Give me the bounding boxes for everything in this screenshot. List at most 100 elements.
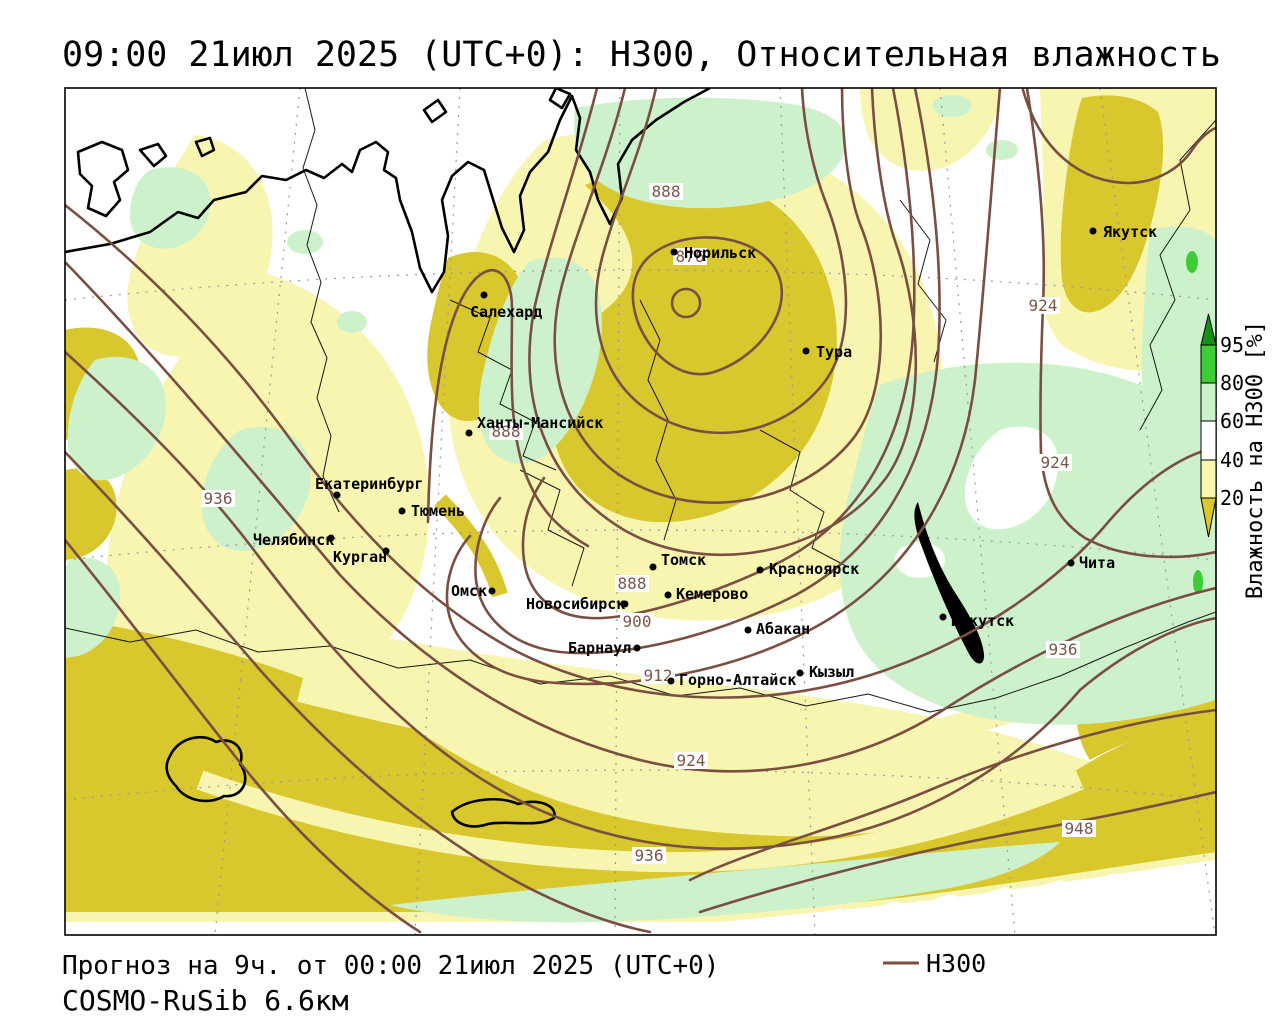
city-label: Кемерово (676, 585, 748, 603)
city-label: Барнаул (568, 639, 631, 657)
legend-label: H300 (926, 949, 986, 978)
city-label: Ханты-Мансийск (477, 414, 603, 432)
city-label: Омск (451, 582, 487, 600)
contour-label: 888 (649, 182, 683, 201)
contour-label: 924 (1038, 453, 1072, 472)
city-label: Челябинск (253, 531, 334, 549)
city-label: Якутск (1103, 223, 1157, 241)
city-dot (670, 248, 678, 256)
lake-balkhash (450, 798, 556, 828)
city-novosibirsk: Новосибирск (526, 595, 629, 613)
island (194, 136, 216, 158)
contour-label: 888 (615, 574, 649, 593)
colorbar-tick-20: 20 (1220, 486, 1244, 510)
city-khanty-mansiysk: Ханты-Мансийск (465, 414, 603, 437)
domain-edge-wedge (690, 862, 1216, 935)
island (76, 140, 130, 218)
city-norilsk: Норильск (670, 244, 756, 262)
contour-label-text: 948 (1065, 819, 1094, 838)
contour-label: 936 (201, 489, 235, 508)
city-label: Абакан (756, 620, 810, 638)
city-dot (649, 563, 657, 571)
city-abakan: Абакан (744, 620, 810, 638)
city-irkutsk: Иркутск (939, 612, 1014, 630)
city-label: Горно-Алтайск (679, 671, 796, 689)
city-dot (621, 600, 629, 608)
city-yakutsk: Якутск (1089, 223, 1157, 241)
contour-label: 936 (632, 846, 666, 865)
city-barnaul: Барнаул (568, 639, 641, 657)
city-omsk: Омск (451, 582, 496, 600)
city-chelyabinsk: Челябинск (253, 531, 335, 549)
city-kemerovo: Кемерово (664, 585, 748, 603)
city-dot (327, 534, 335, 542)
city-dot (1067, 559, 1075, 567)
contour-label-text: 936 (204, 489, 233, 508)
colorbar-axis-label: Влажность на H300 [%] (1243, 321, 1268, 599)
city-label: Курган (333, 548, 387, 566)
humidity-colorbar: 95 80 60 40 20 Влажность на H300 [%] (1200, 313, 1268, 599)
colorbar-arrow-down (1200, 497, 1217, 538)
city-dot (633, 644, 641, 652)
map-area: 888 876 888 936 888 900 912 924 936 924 … (65, 88, 1216, 935)
contour-label-text: 936 (635, 846, 664, 865)
colorbar-seg-80-95 (1200, 344, 1217, 384)
colorbar-tick-60: 60 (1220, 409, 1244, 433)
city-label: Кызыл (809, 663, 854, 681)
contour-label-text: 888 (492, 422, 521, 441)
city-krasnoyarsk: Красноярск (756, 560, 859, 578)
city-chita: Чита (1067, 554, 1115, 572)
city-label: Норильск (684, 244, 756, 262)
contour-label-text: 936 (1049, 640, 1078, 659)
page-title: 09:00 21июл 2025 (UTC+0): H300, Относите… (62, 35, 1221, 75)
city-label: Иркутск (951, 612, 1014, 630)
city-label: Томск (661, 551, 706, 569)
colorbar-tick-40: 40 (1220, 448, 1244, 472)
arctic-coastline (65, 88, 711, 294)
city-dot (796, 669, 804, 677)
city-gorno-altaysk: Горно-Алтайск (667, 671, 796, 689)
colorbar-seg-20-40 (1200, 459, 1217, 499)
footer-model-line: COSMO-RuSib 6.6км (62, 984, 349, 1017)
contour-label-text: 876 (676, 247, 705, 266)
city-dot (664, 591, 672, 599)
contour-label: 876 (673, 247, 707, 266)
footer-forecast-line: Прогноз на 9ч. от 00:00 21июл 2025 (UTC+… (62, 951, 719, 981)
city-label: Красноярск (769, 560, 859, 578)
city-label: Тура (816, 343, 852, 361)
city-label: Салехард (470, 303, 542, 321)
colorbar-seg-40-60 (1200, 420, 1217, 461)
city-label: Чита (1079, 554, 1115, 572)
city-yekaterinburg: Екатеринбург (315, 475, 423, 499)
city-tura: Тура (802, 343, 852, 361)
city-dot (802, 347, 810, 355)
city-dot (333, 491, 341, 499)
contour-label-text: 912 (644, 666, 673, 685)
city-dot (488, 587, 496, 595)
contour-label-text: 924 (1029, 296, 1058, 315)
contour-labels: 888 876 888 936 888 900 912 924 936 924 … (201, 182, 1096, 865)
contour-label-text: 900 (623, 612, 652, 631)
city-kurgan: Курган (333, 547, 390, 566)
colorbar-seg-60-80 (1200, 382, 1217, 422)
contour-label-text: 924 (1041, 453, 1070, 472)
city-dot (382, 547, 390, 555)
city-dot (756, 566, 764, 574)
contour-label: 936 (1046, 640, 1080, 659)
city-dot (480, 291, 488, 299)
coastlines (65, 88, 985, 828)
city-dot (939, 613, 947, 621)
island (138, 142, 168, 168)
contour-label: 948 (1062, 819, 1096, 838)
contour-label: 924 (674, 751, 708, 770)
contour-label-text: 888 (652, 182, 681, 201)
contour-label-text: 924 (677, 751, 706, 770)
city-dot (744, 626, 752, 634)
colorbar-tick-80: 80 (1220, 371, 1244, 395)
city-dot (1089, 227, 1097, 235)
island (422, 98, 448, 124)
contour-label: 888 (489, 422, 523, 441)
city-salekhard: Салехард (470, 291, 542, 321)
